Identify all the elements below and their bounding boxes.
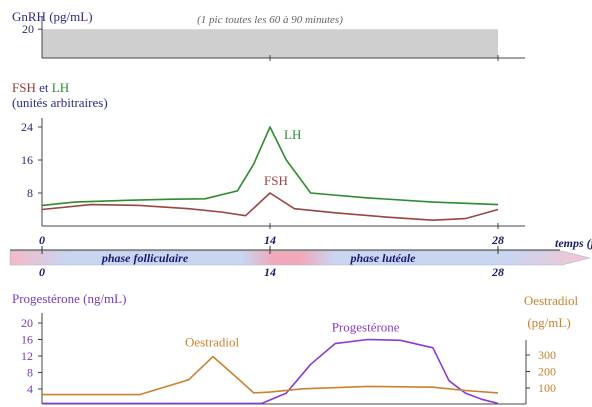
fsh-lh-y-tick-label: 8 [27,186,33,200]
fsh-series-label: FSH [264,173,288,188]
oestradiol-y-tick-label: 300 [538,348,556,362]
gnrh-annotation: (1 pic toutes les 60 à 90 minutes) [197,14,343,26]
time-tick-label-bottom: 28 [491,265,504,279]
time-tick-label-top: 28 [491,233,504,247]
time-axis-label: temps (j [555,236,592,250]
oestradiol-y-tick-label: 100 [538,381,556,395]
lh-series-label: LH [284,127,301,142]
fsh-lh-y-tick-label: 24 [21,120,33,134]
time-tick-label-bottom: 0 [39,265,45,279]
gnrh-axes: 20 [22,16,525,61]
oestradiol-axis-title-line2: (pg/mL) [527,315,570,330]
time-ticks: 0 0 14 14 28 28 [39,233,504,279]
oestradiol-line [42,355,499,396]
lh-line [41,126,499,207]
time-tick-label-bottom: 14 [264,265,276,279]
fsh-line [41,192,499,221]
progesterone-series-label: Progestérone [332,320,400,335]
et-title-part: et [36,80,52,95]
progesterone-axis-title: Progestérone (ng/mL) [12,291,126,306]
phase-arrow-bar [9,250,591,266]
progesterone-oestradiol-panel: Progestérone (ng/mL) Oestradiol (pg/mL) … [12,291,579,405]
oestradiol-series-label: Oestradiol [185,335,240,350]
fsh-lh-title: FSH et LH [12,80,69,95]
hormone-lines [42,338,499,405]
progesterone-y-tick-label: 12 [21,349,33,363]
fsh-lh-axes: 8 16 24 [21,118,525,229]
progesterone-line [42,338,499,405]
gnrh-level-bar [42,29,498,58]
lh-title-part: LH [52,80,69,95]
phase-follicular-label: phase folliculaire [101,251,189,265]
progesterone-y-tick-label: 8 [27,366,33,380]
phase-luteal-label: phase lutéale [350,251,417,265]
fsh-lh-y-tick-label: 16 [21,153,33,167]
fsh-title-part: FSH [12,80,36,95]
time-tick-label-top: 14 [264,233,276,247]
oestradiol-y-tick-label: 200 [538,365,556,379]
time-phase-axis: 0 0 14 14 28 28 temps (j phase folliculaire p… [9,233,592,279]
fsh-lh-subtitle: (unités arbitraires) [12,95,108,110]
progesterone-y-tick-label: 20 [21,316,33,330]
fsh-lh-lines [41,126,499,221]
progesterone-y-tick-label: 16 [21,333,33,347]
progesterone-y-tick-label: 4 [27,382,33,396]
gnrh-panel: GnRH (pg/mL) (1 pic toutes les 60 à 90 m… [12,9,525,61]
gnrh-y-tick-label: 20 [22,22,34,36]
gnrh-title: GnRH (pg/mL) [12,9,93,24]
time-tick-label-top: 0 [39,233,45,247]
oestradiol-axis-title-line1: Oestradiol [524,293,579,308]
